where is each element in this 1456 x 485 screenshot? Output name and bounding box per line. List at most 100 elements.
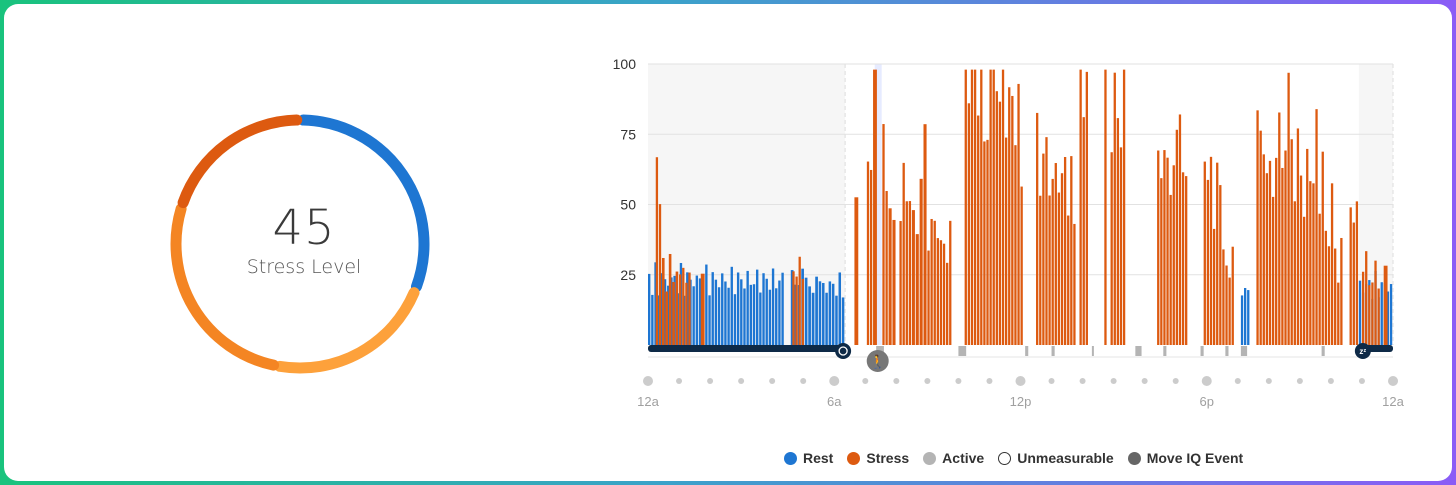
- legend-label: Active: [942, 450, 985, 466]
- x-axis-minor-dot: [1265, 378, 1272, 384]
- rest-bar: [811, 292, 815, 345]
- stress-bar: [682, 267, 685, 345]
- x-axis-major-dot: [1015, 376, 1026, 386]
- stress-bar: [1206, 179, 1210, 345]
- legend-item-moveiq[interactable]: Move IQ Event: [1127, 450, 1243, 466]
- active-mark-6: [1163, 346, 1167, 356]
- stress-bar: [1104, 69, 1107, 346]
- legend-item-active[interactable]: Active: [923, 450, 984, 466]
- stress-bar: [1383, 265, 1388, 345]
- stress-bar: [1011, 95, 1014, 346]
- x-axis-minor-dot: [707, 378, 714, 384]
- stress-bar: [665, 291, 668, 345]
- stress-bar: [1355, 201, 1359, 345]
- rest-bar: [705, 264, 708, 345]
- stress-bar: [700, 273, 705, 345]
- stress-bar: [1113, 72, 1116, 346]
- stress-bar: [1073, 223, 1076, 345]
- rest-bar: [670, 277, 673, 345]
- stress-bar: [899, 221, 902, 345]
- stress-bar: [1067, 215, 1070, 345]
- stress-bar: [942, 243, 946, 345]
- stress-bar: [866, 161, 870, 345]
- stress-bar: [1281, 167, 1284, 345]
- stress-bar: [933, 220, 936, 345]
- stress-bar: [1219, 185, 1222, 345]
- x-axis-minor-dot: [769, 378, 776, 384]
- rest-bar: [1244, 287, 1247, 345]
- legend-item-unmeasurable[interactable]: Unmeasurable: [998, 450, 1114, 466]
- stress-bar: [658, 204, 662, 345]
- rest-bar: [660, 273, 664, 345]
- rest-bar: [746, 270, 749, 345]
- stress-bar: [986, 139, 989, 345]
- stress-bar: [1361, 271, 1365, 345]
- stress-bar: [1212, 228, 1216, 345]
- x-axis-minor-dot: [986, 378, 993, 384]
- stress-bar: [1309, 181, 1312, 345]
- alarm-clock-icon-face: [838, 346, 848, 356]
- stress-bar: [1268, 160, 1272, 345]
- stress-bar: [1312, 183, 1315, 345]
- sleep-band-0: [648, 345, 846, 352]
- stress-card: 45 Stress Level 25 50 75 100 zᶻ 🚶 12a 6a 12p 6p 12…: [4, 4, 1452, 481]
- stress-bar: [1175, 129, 1179, 345]
- rest-bar: [778, 280, 781, 345]
- stress-bar: [1377, 288, 1380, 345]
- stress-bar: [1225, 265, 1228, 345]
- stress-bar: [1365, 251, 1368, 345]
- rest-bar: [724, 281, 727, 345]
- x-axis-minor-dot: [1234, 378, 1241, 384]
- stress-bar: [655, 157, 659, 345]
- stress-bar: [1039, 195, 1042, 345]
- stress-label: Stress Level: [246, 256, 362, 278]
- legend-item-stress[interactable]: Stress: [847, 450, 909, 466]
- legend-label: Unmeasurable: [1017, 450, 1114, 466]
- stress-bar: [888, 208, 892, 345]
- stress-bar: [1082, 117, 1085, 346]
- x-axis-minor-dot: [862, 378, 869, 384]
- stress-bar: [995, 91, 998, 345]
- x-axis-major-dot: [829, 376, 840, 386]
- rest-bar: [1380, 282, 1383, 345]
- rest-bar: [727, 287, 730, 345]
- stress-bar: [1172, 165, 1175, 345]
- active-mark-8: [1225, 346, 1229, 356]
- rest-bar: [648, 273, 651, 345]
- stress-bar: [892, 219, 896, 345]
- rest-bar: [790, 270, 794, 345]
- active-mark-2: [1025, 346, 1029, 356]
- stress-bar: [1287, 72, 1290, 345]
- stress-bar: [1321, 151, 1324, 345]
- chart-legend: Rest Stress Active Unmeasurable Move IQ Even…: [784, 450, 1243, 466]
- rest-bar: [835, 295, 838, 345]
- stress-bar: [1008, 87, 1011, 345]
- rest-bar: [781, 272, 784, 345]
- stress-bar: [915, 234, 919, 345]
- stress-bar: [1293, 201, 1296, 345]
- rest-bar: [1386, 291, 1390, 345]
- stress-bar: [980, 69, 983, 346]
- stress-bar: [1163, 150, 1166, 345]
- rest-bar: [765, 278, 768, 345]
- x-axis-minor-dot: [738, 378, 745, 384]
- stress-bar: [1284, 150, 1287, 345]
- rest-bar: [695, 275, 699, 345]
- rest-bar: [775, 288, 778, 345]
- stress-bar: [672, 281, 675, 345]
- legend-item-rest[interactable]: Rest: [784, 450, 833, 466]
- stress-bar: [1054, 163, 1057, 345]
- legend-swatch-icon: [1127, 451, 1141, 465]
- rest-bar: [743, 288, 746, 345]
- alarm-clock-icon: [835, 343, 852, 359]
- rest-bar: [711, 272, 714, 345]
- x-axis-minor-dot: [1327, 378, 1334, 384]
- x-axis-minor-dot: [676, 378, 683, 384]
- rest-bar: [651, 294, 654, 345]
- stress-bar: [919, 178, 923, 345]
- legend-label: Stress: [866, 450, 910, 466]
- active-mark-5: [1135, 346, 1142, 356]
- rest-bar: [815, 276, 818, 345]
- stress-bar: [1020, 186, 1023, 345]
- active-mark-9: [1240, 346, 1248, 356]
